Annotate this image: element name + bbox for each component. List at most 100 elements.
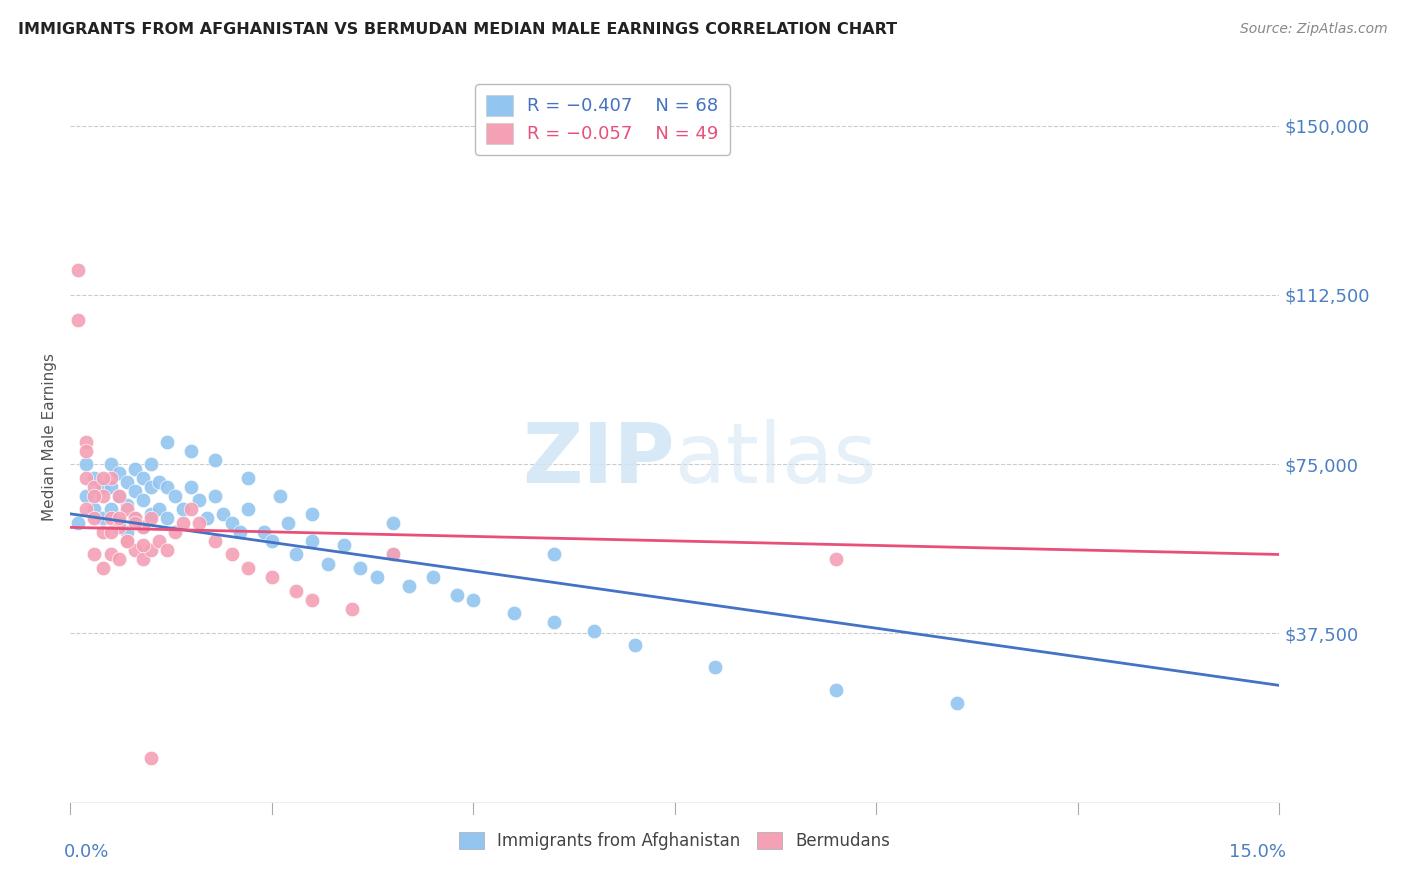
Point <box>342 601 364 615</box>
Point <box>139 480 162 494</box>
Point <box>115 533 138 548</box>
Point <box>446 588 468 602</box>
Point <box>301 592 323 607</box>
Point <box>204 533 226 548</box>
Point <box>156 480 179 494</box>
Point <box>543 548 565 562</box>
Point <box>100 524 122 539</box>
Point <box>100 480 122 494</box>
Point <box>100 471 122 485</box>
Point <box>422 570 444 584</box>
Point <box>463 592 485 607</box>
Point <box>204 452 226 467</box>
Point <box>132 552 155 566</box>
Point <box>165 489 187 503</box>
Point <box>221 516 243 530</box>
Point <box>83 489 105 503</box>
Point <box>75 434 97 449</box>
Point <box>398 579 420 593</box>
Point <box>148 502 170 516</box>
Point <box>91 480 114 494</box>
Point <box>107 489 129 503</box>
Point <box>100 502 122 516</box>
Point <box>156 434 179 449</box>
Point <box>583 624 606 639</box>
Point <box>139 543 162 558</box>
Point <box>236 561 259 575</box>
Point <box>75 471 97 485</box>
Point <box>107 520 129 534</box>
Point <box>221 548 243 562</box>
Legend: Immigrants from Afghanistan, Bermudans: Immigrants from Afghanistan, Bermudans <box>453 825 897 856</box>
Point <box>91 511 114 525</box>
Point <box>139 507 162 521</box>
Point <box>115 475 138 490</box>
Point <box>301 507 323 521</box>
Point <box>132 493 155 508</box>
Point <box>946 697 969 711</box>
Point <box>381 548 404 562</box>
Point <box>75 502 97 516</box>
Point <box>124 543 146 558</box>
Point <box>107 552 129 566</box>
Point <box>107 466 129 480</box>
Point <box>107 489 129 503</box>
Point <box>83 471 105 485</box>
Point <box>124 516 146 530</box>
Point <box>301 533 323 548</box>
Point <box>260 570 283 584</box>
Point <box>100 511 122 525</box>
Point <box>825 682 848 697</box>
Point <box>115 524 138 539</box>
Point <box>91 489 114 503</box>
Point <box>67 312 90 326</box>
Point <box>349 561 371 575</box>
Point <box>124 511 146 525</box>
Point <box>172 502 194 516</box>
Point <box>502 606 524 620</box>
Point <box>543 615 565 630</box>
Point <box>67 516 90 530</box>
Point <box>285 583 308 598</box>
Point <box>236 502 259 516</box>
Point <box>148 475 170 490</box>
Point <box>180 480 202 494</box>
Point <box>277 516 299 530</box>
Point <box>623 638 645 652</box>
Point <box>139 511 162 525</box>
Point <box>100 457 122 471</box>
Point <box>75 489 97 503</box>
Point <box>381 548 404 562</box>
Point <box>75 443 97 458</box>
Point <box>366 570 388 584</box>
Point <box>139 457 162 471</box>
Point <box>228 524 250 539</box>
Point <box>172 516 194 530</box>
Point <box>124 511 146 525</box>
Point <box>148 533 170 548</box>
Point <box>236 471 259 485</box>
Point <box>91 561 114 575</box>
Point <box>285 548 308 562</box>
Point <box>316 557 339 571</box>
Y-axis label: Median Male Earnings: Median Male Earnings <box>42 353 58 521</box>
Point <box>83 548 105 562</box>
Text: Source: ZipAtlas.com: Source: ZipAtlas.com <box>1240 22 1388 37</box>
Point <box>212 507 235 521</box>
Point <box>253 524 276 539</box>
Point <box>100 548 122 562</box>
Point <box>124 461 146 475</box>
Point <box>115 533 138 548</box>
Text: ZIP: ZIP <box>523 418 675 500</box>
Point <box>156 511 179 525</box>
Point <box>124 484 146 499</box>
Point <box>132 520 155 534</box>
Point <box>156 543 179 558</box>
Point <box>260 533 283 548</box>
Point <box>107 511 129 525</box>
Point <box>132 520 155 534</box>
Point <box>704 660 727 674</box>
Point <box>83 480 105 494</box>
Text: 15.0%: 15.0% <box>1229 843 1285 861</box>
Point <box>195 511 218 525</box>
